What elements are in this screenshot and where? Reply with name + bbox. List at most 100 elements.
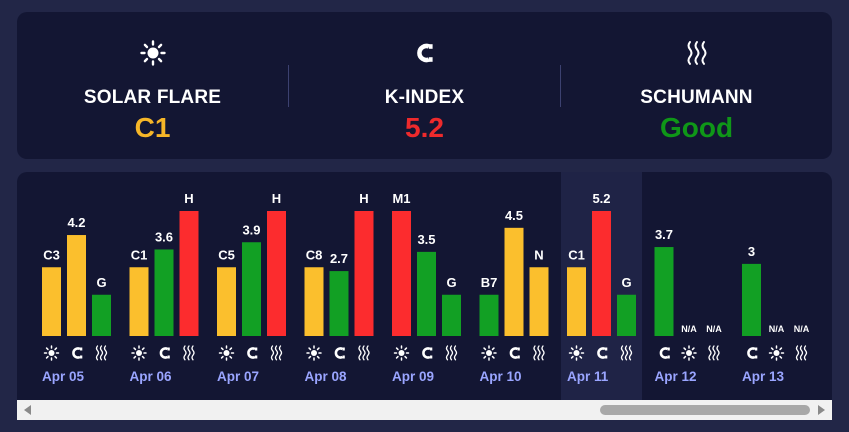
day-date-label: Apr 05	[42, 369, 85, 384]
bar-label: 5.2	[592, 191, 610, 206]
horizontal-scrollbar[interactable]	[17, 400, 832, 420]
magnet-icon	[597, 347, 608, 359]
bar	[617, 294, 636, 336]
waves-icon	[687, 41, 706, 65]
history-chart-panel[interactable]: C3 4.2 G Apr 05 C1 3.6 H Apr 06 C5 3.9 H Apr 07 C8 2.…	[17, 172, 832, 420]
bar	[354, 211, 374, 336]
magnet-icon	[72, 347, 83, 359]
schumann-title: SCHUMANN	[640, 87, 753, 108]
bar-label: 4.5	[505, 208, 523, 223]
bar-label: N/A	[769, 324, 785, 334]
magnet-icon	[659, 347, 670, 359]
sun-icon	[481, 345, 497, 361]
magnet-icon	[422, 347, 433, 359]
bar-label: N	[534, 247, 543, 262]
bar-label: C5	[218, 247, 235, 262]
bar	[592, 211, 611, 336]
waves-icon	[620, 345, 633, 361]
bar	[654, 247, 674, 336]
magnet-icon	[747, 347, 758, 359]
waves-icon	[95, 345, 108, 361]
bar	[242, 242, 261, 336]
bar	[267, 211, 286, 336]
k-index-title: K-INDEX	[384, 87, 465, 108]
bar-label: 3.6	[155, 229, 173, 244]
day-date-label: Apr 06	[130, 369, 173, 384]
bar	[129, 267, 149, 336]
solar-flare-metric: SOLAR FLARE C1	[17, 12, 288, 159]
waves-icon	[358, 345, 370, 361]
bar	[442, 294, 461, 336]
waves-icon	[533, 345, 545, 361]
bar	[179, 211, 199, 336]
magnet-icon	[159, 347, 170, 359]
k-index-metric: K-INDEX 5.2	[289, 12, 560, 159]
bar-label: 3	[748, 244, 755, 259]
bar-label: M1	[392, 191, 410, 206]
bar-label: G	[96, 275, 106, 290]
magnet-icon	[509, 347, 520, 359]
bar	[529, 267, 549, 336]
schumann-value: Good	[659, 112, 734, 143]
bar-label: H	[359, 191, 368, 206]
divider	[288, 65, 289, 107]
bar	[567, 267, 586, 336]
sun-icon	[131, 345, 147, 361]
sun-icon	[218, 345, 235, 361]
bar-label: 3.7	[655, 227, 673, 242]
scroll-left-arrow-icon[interactable]	[24, 405, 31, 415]
bar	[329, 271, 349, 336]
sun-icon	[139, 40, 166, 66]
day-date-label: Apr 11	[567, 369, 609, 384]
bar-label: N/A	[794, 324, 810, 334]
bar-label: H	[272, 191, 281, 206]
day-date-label: Apr 10	[480, 369, 522, 384]
solar-flare-value: C1	[134, 112, 171, 143]
sun-icon	[681, 345, 697, 361]
summary-card: SOLAR FLARE C1 K-INDEX 5.2 SCHUMANN Good	[17, 12, 832, 159]
history-bar-chart: C3 4.2 G Apr 05 C1 3.6 H Apr 06 C5 3.9 H Apr 07 C8 2.…	[42, 191, 810, 384]
day-date-label: Apr 13	[742, 369, 785, 384]
magnet-icon	[247, 347, 258, 359]
day-date-label: Apr 09	[392, 369, 434, 384]
waves-icon	[270, 345, 283, 361]
bar-label: 4.2	[67, 215, 85, 230]
bar-label: C1	[131, 247, 148, 262]
magnet-icon	[334, 347, 345, 359]
bar-label: N/A	[681, 324, 697, 334]
bar	[217, 267, 236, 336]
bar-label: C8	[306, 247, 323, 262]
k-index-value: 5.2	[405, 112, 444, 143]
solar-flare-title: SOLAR FLARE	[83, 87, 222, 108]
bar-label: C1	[568, 247, 585, 262]
bar-label: N/A	[706, 324, 722, 334]
sun-icon	[568, 345, 585, 361]
bar-label: 3.5	[417, 232, 435, 247]
bar	[392, 211, 411, 336]
bar-label: C3	[43, 247, 60, 262]
sun-icon	[393, 345, 410, 361]
scrollbar-thumb[interactable]	[600, 405, 810, 415]
bar-label: G	[621, 275, 631, 290]
magnet-icon	[416, 43, 433, 63]
bar-label: 2.7	[330, 251, 348, 266]
waves-icon	[795, 345, 808, 361]
bar	[42, 267, 61, 336]
bar	[304, 267, 324, 336]
bar-label: G	[446, 275, 456, 290]
divider	[560, 65, 561, 107]
sun-icon	[43, 345, 60, 361]
scroll-right-arrow-icon[interactable]	[818, 405, 825, 415]
bar	[92, 294, 111, 336]
day-date-label: Apr 07	[217, 369, 259, 384]
waves-icon	[445, 345, 458, 361]
bar-label: 3.9	[242, 222, 260, 237]
bar-label: B7	[481, 275, 498, 290]
schumann-metric: SCHUMANN Good	[561, 12, 832, 159]
sun-icon	[768, 345, 785, 361]
bar	[67, 235, 86, 336]
bar	[417, 251, 436, 336]
waves-icon	[183, 345, 195, 361]
bar	[154, 249, 174, 336]
bar	[479, 294, 499, 336]
